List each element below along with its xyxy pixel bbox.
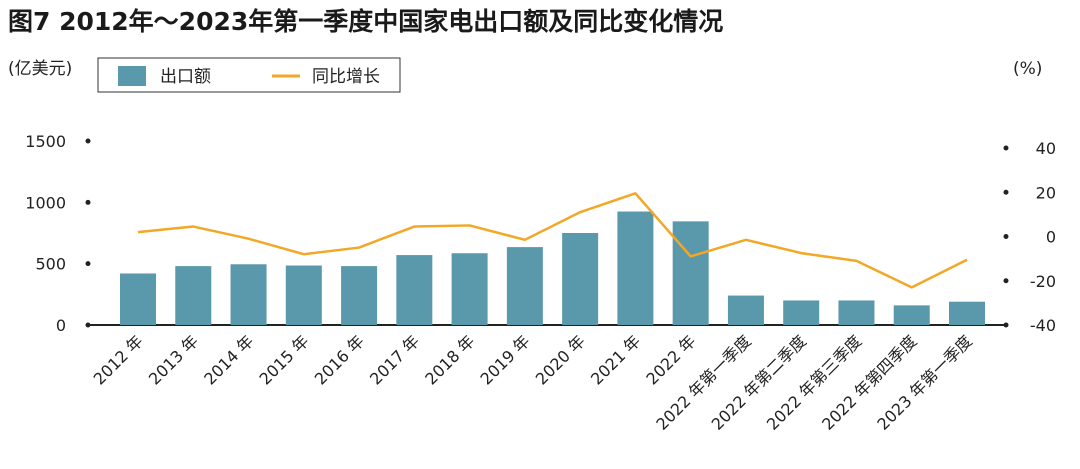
bar (396, 255, 433, 325)
bar (451, 253, 488, 325)
legend-label-line: 同比增长 (312, 67, 380, 87)
left-tick-label: 1000 (25, 193, 66, 212)
right-tick-label: 40 (1036, 139, 1056, 158)
x-tick-label: 2022 年 (642, 331, 699, 388)
x-tick-label: 2016 年 (311, 331, 368, 388)
yoy-growth-line (137, 192, 968, 289)
x-tick-label: 2014 年 (200, 331, 257, 388)
x-tick-label: 2015 年 (255, 331, 312, 388)
x-tick-label: 2022 年第二季度 (708, 331, 810, 433)
bar (230, 264, 267, 325)
left-tick-dot (85, 138, 91, 144)
right-tick-dot (1003, 322, 1009, 328)
x-tick-label: 2020 年 (532, 331, 589, 388)
x-tick-label: 2022 年第三季度 (763, 331, 865, 433)
bar (562, 233, 599, 325)
right-tick-dot (1003, 145, 1009, 151)
right-tick-dot (1003, 189, 1009, 195)
legend: 出口额 同比增长 (97, 57, 401, 93)
x-tick-label: 2018 年 (421, 331, 478, 388)
bar (783, 300, 820, 325)
left-axis-unit: (亿美元) (8, 59, 72, 79)
bar (175, 266, 212, 325)
x-tick-label: 2021 年 (587, 331, 644, 388)
bar (727, 295, 764, 325)
x-tick-label: 2022 年第四季度 (818, 331, 920, 433)
left-tick-dot (85, 261, 91, 267)
right-tick-dot (1003, 234, 1009, 239)
chart-title: 图7 2012年～2023年第一季度中国家电出口额及同比变化情况 (8, 7, 723, 36)
legend-swatch-bar (118, 66, 146, 86)
x-tick-label: 2023 年第一季度 (873, 331, 975, 433)
x-tick-label: 2013 年 (145, 331, 202, 388)
bar (506, 247, 543, 325)
legend-label-bar: 出口额 (160, 67, 211, 87)
x-tick-label: 2019 年 (477, 331, 534, 388)
left-tick-label: 500 (35, 255, 66, 274)
x-tick-label: 2022 年第一季度 (652, 331, 754, 433)
right-tick-dot (1003, 278, 1009, 284)
right-tick-label: -40 (1030, 316, 1056, 335)
x-tick-label: 2012 年 (90, 331, 147, 388)
bar (949, 301, 985, 325)
bar (672, 221, 709, 325)
left-tick-dot (85, 322, 91, 328)
bar (838, 300, 875, 325)
legend-box (97, 57, 401, 93)
bar (285, 265, 322, 325)
bar (120, 273, 156, 325)
right-axis-unit: (%) (1013, 59, 1042, 79)
left-tick-label: 1500 (25, 132, 66, 151)
bar (617, 211, 654, 325)
bar (893, 305, 930, 325)
bar (341, 266, 378, 325)
left-tick-dot (85, 199, 91, 205)
right-tick-label: -20 (1030, 272, 1056, 291)
right-tick-label: 0 (1046, 228, 1056, 247)
left-tick-label: 0 (56, 316, 66, 335)
x-tick-label: 2017 年 (366, 331, 423, 388)
right-tick-label: 20 (1036, 183, 1056, 202)
